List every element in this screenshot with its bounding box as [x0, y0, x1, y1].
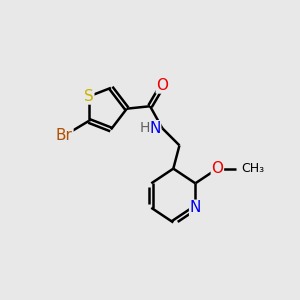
Text: O: O	[156, 78, 168, 93]
Text: O: O	[212, 161, 224, 176]
Text: Br: Br	[56, 128, 73, 143]
Text: H: H	[140, 121, 150, 135]
Text: S: S	[84, 89, 94, 104]
Text: CH₃: CH₃	[241, 162, 264, 175]
Text: N: N	[149, 121, 161, 136]
Text: N: N	[190, 200, 201, 215]
